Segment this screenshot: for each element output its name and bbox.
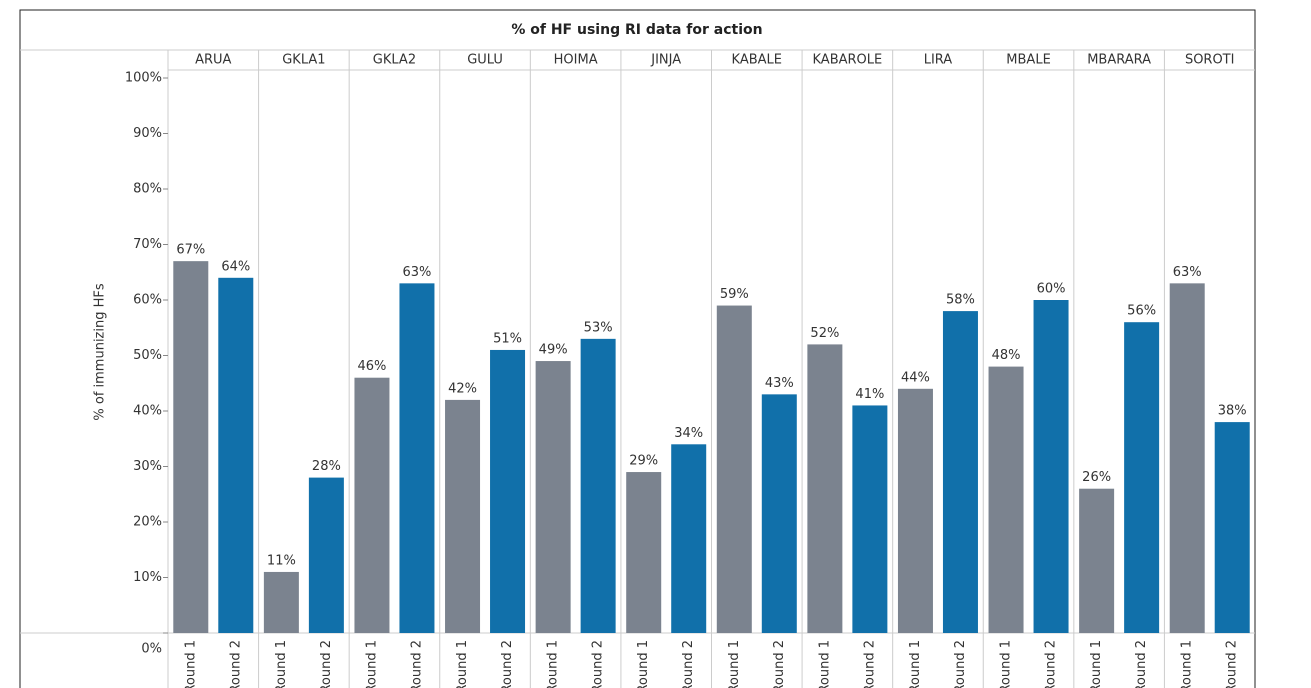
category-label: GKLA1 [282, 53, 325, 68]
series-label: Round 2 [1044, 640, 1059, 688]
bar [1079, 488, 1115, 633]
category-label: MBALE [1006, 53, 1050, 68]
category-label: KABAROLE [813, 53, 883, 68]
y-tick-label: 10% [133, 570, 162, 585]
bar [1124, 322, 1160, 633]
category-label: GULU [467, 53, 503, 68]
bar [218, 277, 254, 633]
value-label: 56% [1127, 304, 1156, 319]
bar [1214, 422, 1250, 633]
value-label: 63% [403, 265, 432, 280]
bar [580, 338, 616, 633]
bar [626, 472, 662, 633]
series-label: Round 1 [636, 640, 651, 688]
value-label: 53% [584, 320, 613, 335]
bar [897, 388, 933, 633]
y-tick-label: 70% [133, 237, 162, 252]
bar [445, 399, 481, 633]
value-label: 34% [674, 426, 703, 441]
series-label: Round 1 [1089, 640, 1104, 688]
y-tick-label: 40% [133, 404, 162, 419]
value-label: 38% [1218, 404, 1247, 419]
bar [399, 283, 435, 633]
series-label: Round 1 [817, 640, 832, 688]
category-label: LIRA [924, 53, 953, 68]
category-label: KABALE [732, 53, 782, 68]
bar [1033, 300, 1069, 633]
y-tick-label: 60% [133, 293, 162, 308]
value-label: 64% [221, 259, 250, 274]
bar [173, 261, 209, 633]
series-label: Round 2 [772, 640, 787, 688]
series-label: Round 1 [727, 640, 742, 688]
value-label: 67% [176, 243, 205, 258]
series-label: Round 2 [681, 640, 696, 688]
series-label: Round 1 [364, 640, 379, 688]
category-label: JINJA [650, 53, 681, 68]
series-label: Round 2 [1225, 640, 1240, 688]
series-label: Round 2 [500, 640, 515, 688]
series-label: Round 1 [908, 640, 923, 688]
y-axis-label: % of immunizing HFs [93, 283, 108, 420]
bar [716, 305, 752, 633]
bar [263, 571, 299, 633]
value-label: 49% [539, 343, 568, 358]
bar [671, 444, 707, 633]
category-label: SOROTI [1185, 53, 1235, 68]
value-label: 63% [1173, 265, 1202, 280]
series-label: Round 1 [183, 640, 198, 688]
y-tick-label: 30% [133, 459, 162, 474]
value-label: 48% [992, 348, 1021, 363]
y-tick-label: 50% [133, 348, 162, 363]
series-label: Round 2 [862, 640, 877, 688]
bar [852, 405, 888, 633]
series-label: Round 2 [591, 640, 606, 688]
y-tick-label: 90% [133, 126, 162, 141]
bar [761, 394, 797, 633]
y-tick-label: 20% [133, 515, 162, 530]
series-label: Round 1 [274, 640, 289, 688]
value-label: 59% [720, 287, 749, 302]
bar [807, 344, 843, 633]
value-label: 44% [901, 370, 930, 385]
value-label: 29% [629, 454, 658, 469]
bar [308, 477, 344, 633]
value-label: 51% [493, 331, 522, 346]
value-label: 43% [765, 376, 794, 391]
category-label: MBARARA [1087, 53, 1151, 68]
y-tick-label: 80% [133, 182, 162, 197]
y-tick-label: 100% [125, 71, 162, 86]
value-label: 42% [448, 381, 477, 396]
category-label: GKLA2 [373, 53, 416, 68]
category-label: HOIMA [554, 53, 598, 68]
value-label: 41% [855, 387, 884, 402]
series-label: Round 2 [953, 640, 968, 688]
value-label: 28% [312, 459, 341, 474]
bar [535, 361, 571, 633]
y-tick-label: 0% [141, 642, 162, 657]
series-label: Round 1 [999, 640, 1014, 688]
value-label: 52% [810, 326, 839, 341]
bar [354, 377, 390, 633]
chart-title: % of HF using RI data for action [511, 22, 762, 38]
value-label: 11% [267, 553, 296, 568]
value-label: 58% [946, 293, 975, 308]
bar [1169, 283, 1205, 633]
series-label: Round 1 [455, 640, 470, 688]
value-label: 26% [1082, 470, 1111, 485]
value-label: 60% [1037, 282, 1066, 297]
value-label: 46% [358, 359, 387, 374]
bar [942, 311, 978, 633]
series-label: Round 2 [228, 640, 243, 688]
frame [19, 9, 1256, 688]
series-label: Round 2 [409, 640, 424, 688]
series-label: Round 1 [1180, 640, 1195, 688]
category-label: ARUA [195, 53, 231, 68]
series-label: Round 1 [546, 640, 561, 688]
series-label: Round 2 [319, 640, 334, 688]
series-label: Round 2 [1134, 640, 1149, 688]
bar [490, 349, 526, 633]
bar [988, 366, 1024, 633]
